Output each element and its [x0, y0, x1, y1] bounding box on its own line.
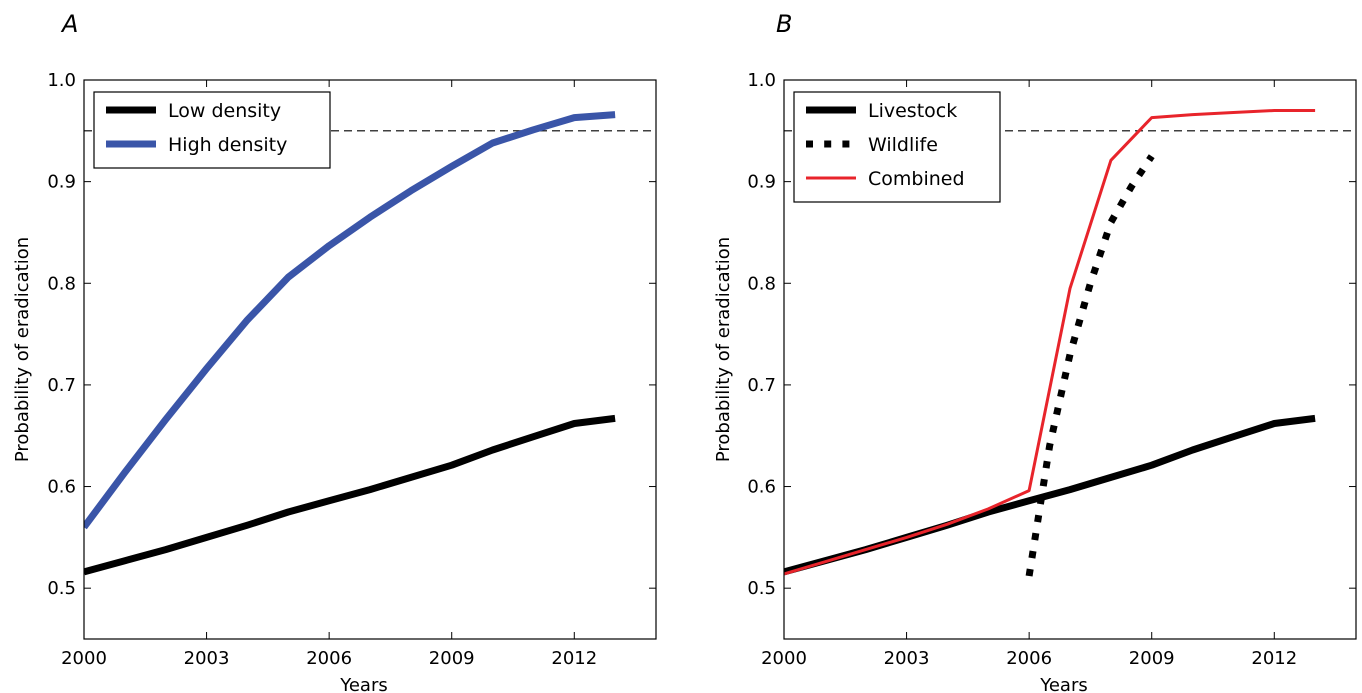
x-tick-label: 2000: [761, 648, 807, 669]
y-axis-label: Probability of eradication: [713, 237, 734, 462]
series-line-wildlife: [1025, 154, 1155, 577]
legend-label: High density: [168, 134, 287, 156]
series-line-high-density: [84, 111, 616, 530]
y-tick-label: 1.0: [747, 70, 776, 91]
y-tick-label: 0.5: [47, 578, 76, 599]
panel-label: A: [60, 10, 78, 38]
x-tick-label: 2009: [1129, 648, 1175, 669]
x-tick-label: 2000: [61, 648, 107, 669]
y-tick-label: 0.8: [747, 273, 776, 294]
y-tick-label: 0.5: [747, 578, 776, 599]
legend-label: Livestock: [868, 100, 957, 122]
legend-label: Wildlife: [868, 134, 938, 156]
x-tick-label: 2003: [884, 648, 930, 669]
y-tick-label: 0.6: [747, 477, 776, 498]
x-tick-label: 2006: [306, 648, 352, 669]
legend: Low density High density: [93, 91, 331, 169]
y-axis-label: Probability of eradication: [12, 237, 33, 462]
plot-area: [784, 109, 1316, 577]
y-tick-label: 0.8: [47, 273, 76, 294]
x-tick-label: 2006: [1006, 648, 1052, 669]
series-line-low-density: [84, 414, 616, 576]
x-tick-label: 2003: [184, 648, 230, 669]
legend: Livestock Wildlife Combined: [793, 91, 1001, 203]
plot-area: [84, 111, 616, 576]
legend-label: Combined: [868, 168, 965, 190]
y-tick-label: 0.7: [47, 375, 76, 396]
axes-frame: [83, 79, 657, 640]
x-tick-label: 2012: [551, 648, 597, 669]
y-tick-label: 0.7: [747, 375, 776, 396]
x-tick-label: 2009: [429, 648, 475, 669]
legend-box: [93, 91, 331, 169]
legend-label: Low density: [168, 100, 281, 122]
panel-label: B: [776, 10, 792, 38]
x-tick-label: 2012: [1251, 648, 1297, 669]
axes-frame: [783, 79, 1357, 640]
y-tick-label: 0.9: [747, 172, 776, 193]
x-axis-label: Years: [1039, 675, 1088, 693]
series-line-combined: [784, 109, 1316, 576]
x-axis-label: Years: [339, 675, 388, 693]
panel-a: A 2000 2003 2006 2009 2012 0.5 0.6 0.7 0.8 0.9 1.0 Y…: [12, 10, 657, 693]
y-tick-label: 0.6: [47, 477, 76, 498]
y-tick-label: 1.0: [47, 70, 76, 91]
panel-b: B 2000 2003 2006 2009 2012 0.5 0.6 0.7 0.8 0.9 1.0 Y…: [713, 10, 1357, 693]
y-tick-label: 0.9: [47, 172, 76, 193]
